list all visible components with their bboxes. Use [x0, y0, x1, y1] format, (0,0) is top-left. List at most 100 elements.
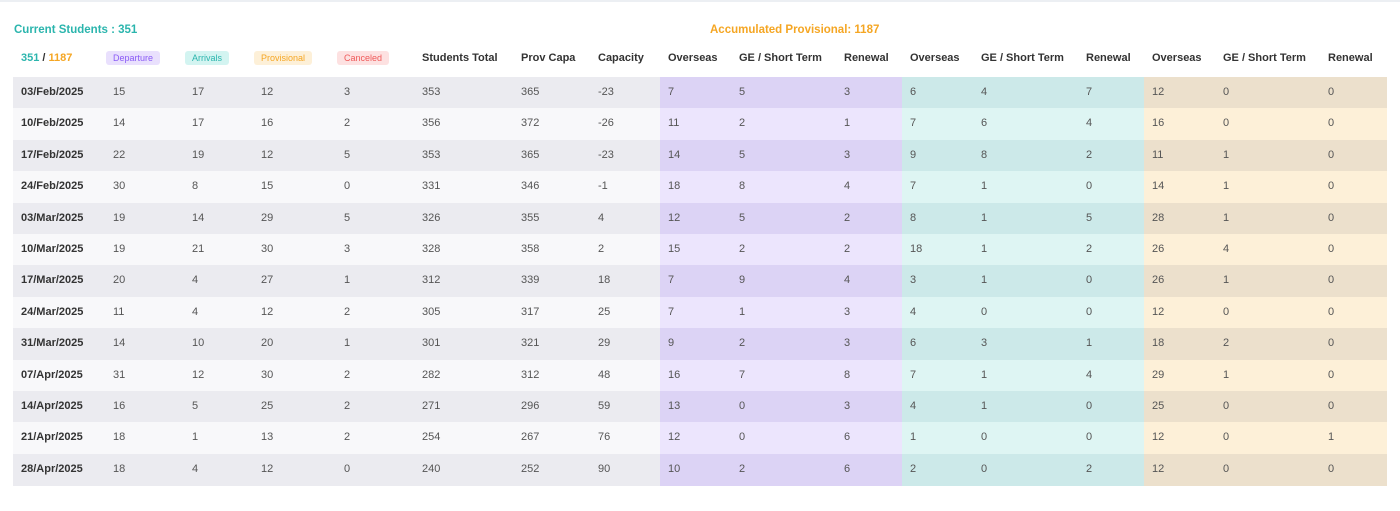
cell-value: 1	[344, 337, 351, 350]
cell-value: 365	[521, 148, 540, 161]
row-band	[902, 139, 1144, 172]
cell-value: 267	[521, 431, 540, 444]
cell-value: 14	[113, 337, 126, 350]
cell-value: 1	[981, 368, 988, 381]
row-band	[660, 453, 902, 486]
row-date: 24/Feb/2025	[21, 180, 84, 193]
row-date: 07/Apr/2025	[21, 368, 83, 381]
row-band	[1144, 234, 1387, 266]
row-band	[902, 171, 1144, 204]
cell-value: 12	[261, 305, 274, 318]
cell-value: 7	[668, 305, 675, 318]
cell-value: 1	[981, 274, 988, 287]
column-header: Students Total	[422, 52, 498, 64]
row-band	[1144, 139, 1387, 172]
cell-value: 0	[1086, 274, 1093, 287]
row-band	[13, 296, 660, 329]
cell-value: 296	[521, 400, 540, 412]
cell-value: 13	[261, 431, 274, 444]
cell-value: 0	[981, 431, 988, 444]
cell-value: 321	[521, 337, 540, 350]
row-band	[13, 234, 660, 266]
badge: Provisional	[254, 51, 313, 65]
cell-value: 0	[1223, 400, 1230, 412]
cell-value: 48	[598, 368, 611, 381]
cell-value: 6	[981, 117, 988, 130]
cell-value: 271	[422, 400, 441, 412]
cell-value: 0	[1223, 305, 1230, 318]
cell-value: 3	[844, 148, 851, 161]
corner-counts: 351 / 1187	[21, 51, 72, 65]
cell-value: 12	[1152, 462, 1165, 475]
cell-value: 3	[844, 337, 851, 350]
cell-value: 15	[261, 180, 274, 193]
cell-value: 16	[668, 368, 681, 381]
cell-value: 21	[192, 243, 205, 255]
cell-value: 14	[192, 211, 205, 224]
row-band	[13, 139, 660, 172]
row-band	[902, 391, 1144, 423]
row-band	[1144, 328, 1387, 361]
row-date: 10/Mar/2025	[21, 243, 84, 255]
row-band	[660, 296, 902, 329]
cell-value: 30	[261, 243, 274, 255]
cell-value: 22	[113, 148, 126, 161]
cell-value: 0	[1086, 431, 1093, 444]
row-date: 17/Feb/2025	[21, 148, 84, 161]
cell-value: 1	[1223, 211, 1230, 224]
cell-value: 2	[1223, 337, 1230, 350]
cell-value: 0	[1328, 368, 1335, 381]
row-band	[902, 234, 1144, 266]
row-band	[1144, 359, 1387, 392]
cell-value: 11	[113, 305, 125, 318]
row-date: 31/Mar/2025	[21, 337, 84, 350]
cell-value: 30	[261, 368, 274, 381]
cell-value: 365	[521, 86, 540, 98]
cell-value: 1	[344, 274, 351, 287]
cell-value: 12	[261, 86, 274, 98]
cell-value: 3	[981, 337, 988, 350]
cell-value: -23	[598, 148, 614, 161]
cell-value: 2	[844, 211, 851, 224]
cell-value: 0	[1086, 305, 1093, 318]
cell-value: 0	[739, 431, 746, 444]
cell-value: 19	[192, 148, 205, 161]
row-date: 14/Apr/2025	[21, 400, 83, 412]
row-band	[660, 422, 902, 455]
cell-value: 2	[1086, 462, 1093, 475]
cell-value: 8	[981, 148, 988, 161]
cell-value: 4	[1223, 243, 1230, 255]
cell-value: 4	[981, 86, 988, 98]
row-date: 21/Apr/2025	[21, 431, 83, 444]
current-students: Current Students : 351	[14, 24, 138, 36]
cell-value: 4	[844, 274, 851, 287]
row-band	[902, 77, 1144, 109]
cell-value: 4	[192, 274, 199, 287]
cell-value: 0	[1223, 117, 1230, 130]
row-band	[13, 77, 660, 109]
row-band	[902, 108, 1144, 141]
cell-value: 20	[113, 274, 126, 287]
row-band	[1144, 202, 1387, 235]
cell-value: 19	[113, 211, 126, 224]
cell-value: 2	[344, 431, 351, 444]
cell-value: 25	[1152, 400, 1165, 412]
count-separator: /	[42, 52, 46, 64]
cell-value: 15	[668, 243, 681, 255]
badge: Arrivals	[185, 51, 230, 65]
cell-value: 18	[113, 431, 126, 444]
cell-value: 2	[739, 462, 746, 475]
cell-value: 0	[344, 180, 351, 193]
cell-value: 4	[910, 400, 917, 412]
row-band	[660, 139, 902, 172]
cell-value: 16	[113, 400, 126, 412]
cell-value: 5	[192, 400, 199, 412]
cell-value: 301	[422, 337, 441, 350]
cell-value: 16	[1152, 117, 1165, 130]
cell-value: 353	[422, 148, 441, 161]
cell-value: 12	[1152, 86, 1165, 98]
cell-value: 2	[344, 400, 351, 412]
row-band	[13, 265, 660, 298]
cell-value: 1	[1223, 148, 1230, 161]
row-band	[660, 108, 902, 141]
